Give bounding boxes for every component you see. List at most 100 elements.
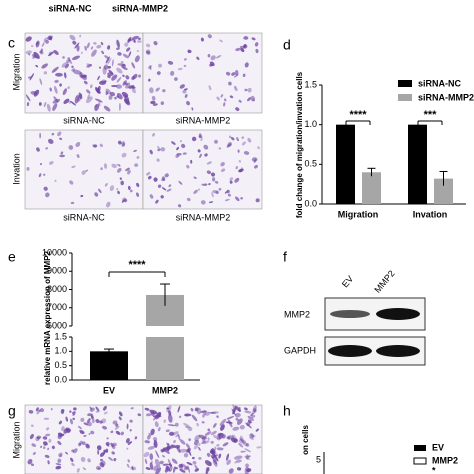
y-tick-label: 10000 [42, 247, 67, 257]
cell [155, 450, 160, 459]
cell [146, 43, 151, 48]
cell [158, 63, 163, 68]
y-axis-label: on cells [301, 425, 310, 455]
cell [216, 55, 222, 59]
cell [108, 95, 113, 100]
cell [216, 443, 220, 447]
blot-band [328, 345, 372, 357]
cell [75, 142, 81, 148]
y-tick-label: 8000 [47, 284, 67, 294]
cell [167, 424, 176, 427]
cell [96, 445, 102, 451]
band-label: GAPDH [284, 345, 316, 355]
cell [45, 39, 49, 44]
cell [164, 173, 169, 178]
y-tick-label: 0.5 [54, 360, 67, 370]
cell [249, 435, 256, 439]
cell [180, 139, 182, 143]
cell [241, 136, 244, 139]
cell [247, 455, 251, 458]
cell [42, 436, 48, 440]
cell [208, 183, 211, 186]
cell [80, 194, 84, 198]
cell [131, 87, 136, 94]
cell [79, 430, 85, 435]
legend-label: EV [432, 442, 444, 452]
cell [237, 138, 240, 142]
cell [126, 47, 131, 52]
cell [239, 169, 242, 173]
cell [131, 466, 134, 470]
cell [88, 433, 91, 435]
cell [35, 407, 39, 412]
cell [234, 177, 240, 183]
cell [117, 63, 126, 67]
cell [104, 80, 107, 83]
cell [179, 84, 185, 89]
cell [247, 97, 252, 102]
cell [85, 96, 93, 104]
cell [255, 198, 260, 203]
cell [26, 167, 30, 171]
cell [131, 35, 139, 40]
cell [58, 453, 62, 458]
cell [200, 37, 204, 42]
cell [40, 408, 44, 413]
y-axis-label: relative mRNA expression of MMP2 [43, 250, 52, 385]
cell [183, 466, 188, 471]
cell [32, 452, 36, 455]
cell [149, 65, 152, 70]
blot-band [330, 310, 370, 318]
cell [55, 465, 62, 470]
cell [98, 188, 102, 194]
cell [31, 424, 34, 427]
panel-letter: d [283, 37, 291, 53]
cell [250, 95, 256, 102]
cell [69, 34, 76, 41]
cell [104, 182, 108, 187]
cell [221, 168, 226, 172]
column-label: siRNA-NC [63, 115, 105, 125]
cell [72, 411, 76, 415]
cell [138, 37, 141, 41]
cell [250, 412, 254, 417]
cell [243, 151, 250, 155]
cell [59, 83, 62, 87]
cell [51, 445, 55, 450]
cell [149, 462, 154, 471]
cell [239, 437, 244, 443]
cell [76, 468, 80, 473]
cell [230, 437, 237, 443]
cell [155, 199, 159, 204]
cell [251, 37, 256, 41]
cell [131, 76, 135, 81]
column-label: siRNA-MMP2 [176, 115, 231, 125]
y-tick-label: 0.0 [54, 374, 67, 384]
cell [237, 149, 240, 153]
cell [178, 180, 183, 185]
cell [57, 458, 62, 464]
cell [103, 64, 109, 70]
cell [255, 428, 259, 432]
cell [61, 426, 65, 432]
cell [127, 169, 131, 175]
cell [49, 36, 53, 40]
cell [153, 177, 158, 182]
cell [193, 176, 197, 179]
cell [251, 157, 258, 162]
cell [244, 88, 248, 92]
cell [183, 453, 189, 458]
cell [210, 430, 217, 436]
cell [64, 72, 67, 79]
cell [123, 82, 129, 86]
column-label: siRNA-MMP2 [176, 212, 231, 222]
cell [111, 59, 114, 67]
cell [29, 73, 35, 81]
cell [220, 424, 225, 431]
cell [105, 88, 111, 95]
cell [211, 191, 214, 198]
cell [153, 443, 156, 446]
cell [192, 460, 197, 465]
lane-label: EV [340, 274, 355, 290]
cell [185, 425, 189, 429]
